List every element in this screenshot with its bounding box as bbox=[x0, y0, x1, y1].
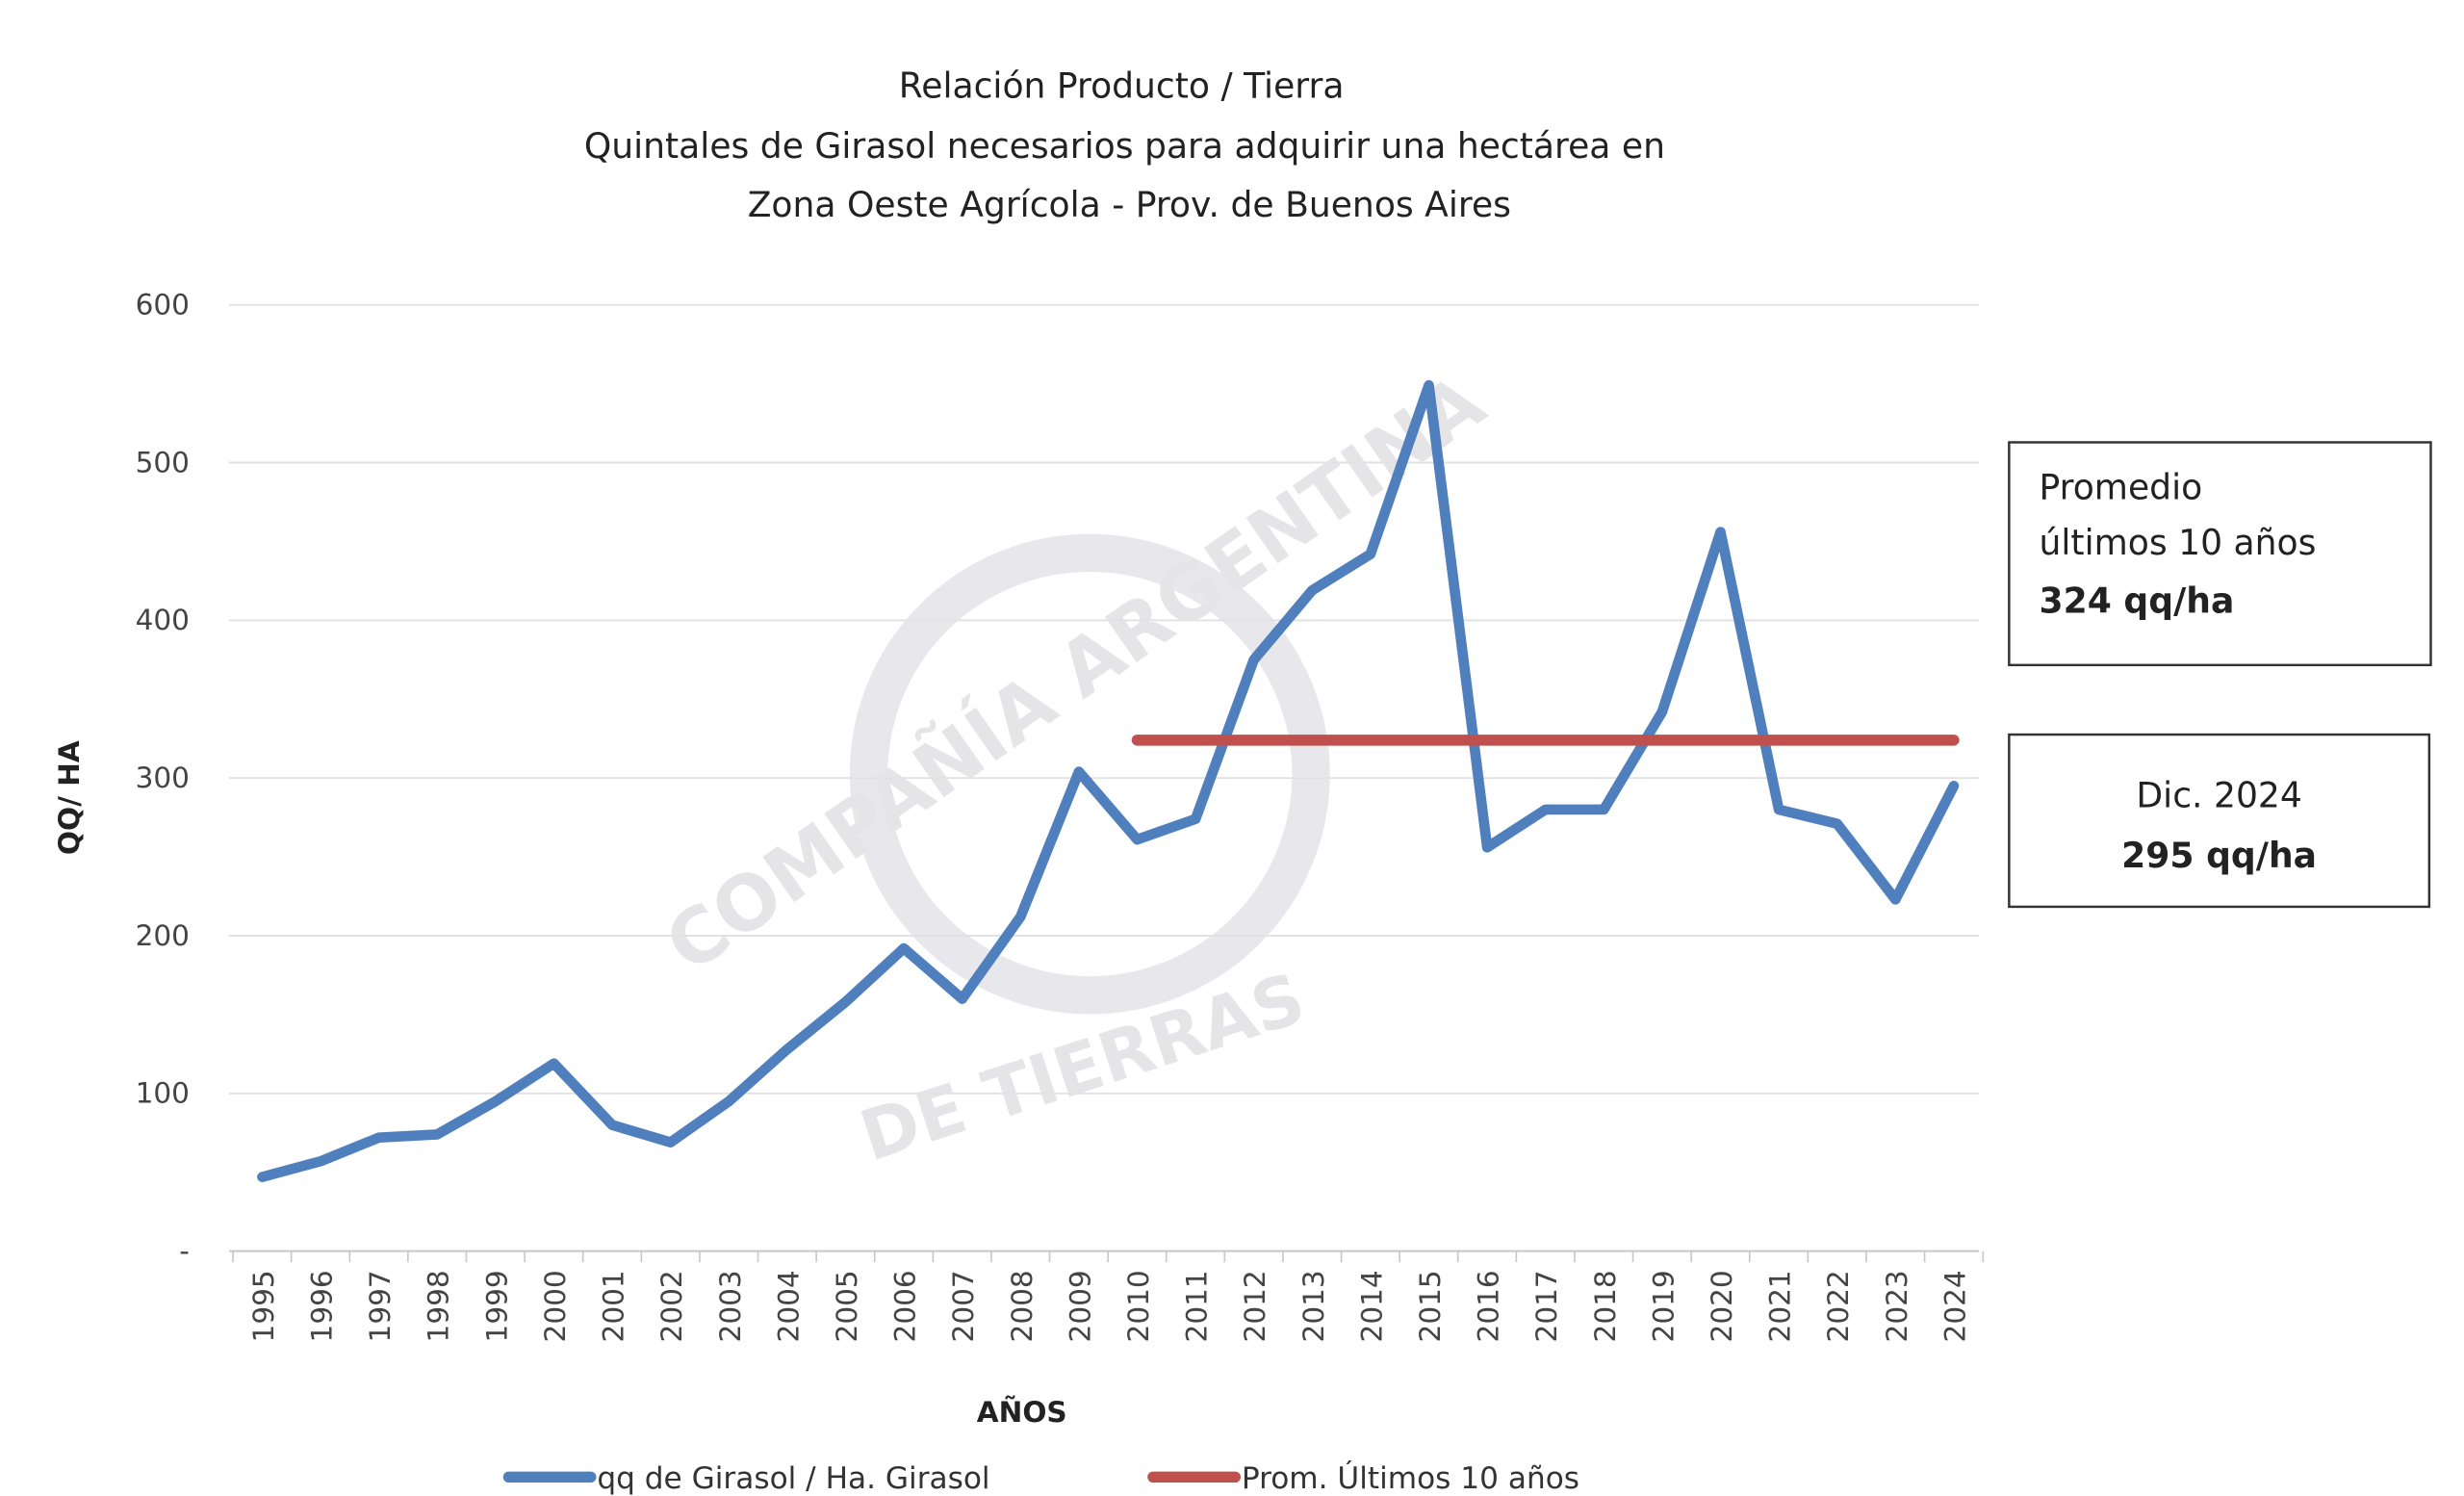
x-tick-label: 2010 bbox=[1122, 1270, 1155, 1342]
y-axis-ticks: - 100 200 300 400 500 600 bbox=[136, 289, 190, 1268]
x-axis-ticks: 1995 1996 1997 1998 1999 2000 2001 2002 2003 2004… bbox=[232, 1251, 1985, 1342]
x-tick-label: 2018 bbox=[1589, 1270, 1622, 1342]
current-box-frame bbox=[2008, 733, 2431, 909]
chart-title-line-1: Relación Producto / Tierra bbox=[899, 65, 1345, 107]
x-tick-label: 1998 bbox=[423, 1270, 455, 1342]
y-tick-label: 100 bbox=[136, 1077, 190, 1110]
x-tick-label: 2005 bbox=[831, 1270, 863, 1342]
y-tick-label: 200 bbox=[136, 919, 190, 952]
x-tick-label: 2003 bbox=[714, 1270, 747, 1342]
x-tick-label: 2019 bbox=[1647, 1270, 1680, 1342]
x-tick-label: 2007 bbox=[947, 1270, 980, 1342]
series bbox=[257, 379, 1960, 1182]
x-tick-label: 1997 bbox=[364, 1270, 397, 1342]
x-tick-label: 2002 bbox=[655, 1270, 688, 1342]
watermark-logo bbox=[849, 533, 1330, 1015]
legend-label-average: Prom. Últimos 10 años bbox=[1242, 1458, 1579, 1496]
y-tick-label: 600 bbox=[136, 289, 190, 322]
y-tick-label: 500 bbox=[136, 446, 190, 478]
average-box-line2: últimos 10 años bbox=[2040, 522, 2317, 563]
gridlines bbox=[228, 303, 1980, 1252]
x-axis-label: AÑOS bbox=[977, 1394, 1067, 1429]
legend-label-series: qq de Girasol / Ha. Girasol bbox=[597, 1461, 989, 1496]
x-tick-label: 2004 bbox=[772, 1270, 805, 1342]
x-tick-label: 2012 bbox=[1239, 1270, 1271, 1342]
x-tick-label: 2024 bbox=[1938, 1270, 1971, 1342]
y-tick-label: - bbox=[179, 1234, 190, 1267]
average-box-frame bbox=[2008, 441, 2432, 667]
chart-title-line-3: Zona Oeste Agrícola - Prov. de Buenos Ai… bbox=[748, 184, 1511, 225]
x-tick-label: 2001 bbox=[598, 1270, 630, 1342]
x-tick-label: 2006 bbox=[889, 1270, 922, 1342]
x-tick-label: 2011 bbox=[1181, 1270, 1214, 1342]
x-tick-label: 2008 bbox=[1006, 1270, 1039, 1342]
x-tick-label: 2000 bbox=[539, 1270, 572, 1342]
watermark-text-1: COMPAÑÍA ARGENTINA bbox=[650, 357, 1500, 990]
current-box-line1: Dic. 2024 bbox=[2136, 775, 2301, 816]
x-tick-label: 2023 bbox=[1881, 1270, 1913, 1342]
x-tick-label: 2022 bbox=[1822, 1270, 1855, 1342]
average-box-line1: Promedio bbox=[2040, 467, 2203, 508]
series-line-girasol bbox=[257, 379, 1960, 1182]
x-tick-label: 2014 bbox=[1355, 1270, 1388, 1342]
average-box-value: 324 qq/ha bbox=[2040, 580, 2235, 622]
x-tick-label: 1999 bbox=[480, 1270, 513, 1342]
x-tick-label: 2017 bbox=[1530, 1270, 1563, 1342]
x-tick-label: 2021 bbox=[1764, 1270, 1797, 1342]
y-tick-label: 300 bbox=[136, 761, 190, 794]
x-tick-label: 1996 bbox=[306, 1270, 339, 1342]
x-tick-label: 2009 bbox=[1064, 1270, 1096, 1342]
x-tick-label: 2013 bbox=[1297, 1270, 1330, 1342]
x-tick-label: 2016 bbox=[1473, 1270, 1505, 1342]
x-tick-label: 1995 bbox=[247, 1270, 280, 1342]
x-tick-label: 2015 bbox=[1414, 1270, 1447, 1342]
y-tick-label: 400 bbox=[136, 604, 190, 636]
x-tick-label: 2020 bbox=[1706, 1270, 1738, 1342]
y-axis-label: QQ/ HA bbox=[53, 740, 86, 855]
average-annotation-box: Promedio últimos 10 años 324 qq/ha bbox=[2008, 441, 2432, 667]
current-annotation-box: Dic. 2024 295 qq/ha bbox=[2008, 733, 2431, 909]
current-box-value: 295 qq/ha bbox=[2121, 835, 2317, 876]
chart-title-line-2: Quintales de Girasol necesarios para adq… bbox=[584, 125, 1665, 167]
legend: qq de Girasol / Ha. Girasol Prom. Último… bbox=[502, 1458, 1579, 1496]
